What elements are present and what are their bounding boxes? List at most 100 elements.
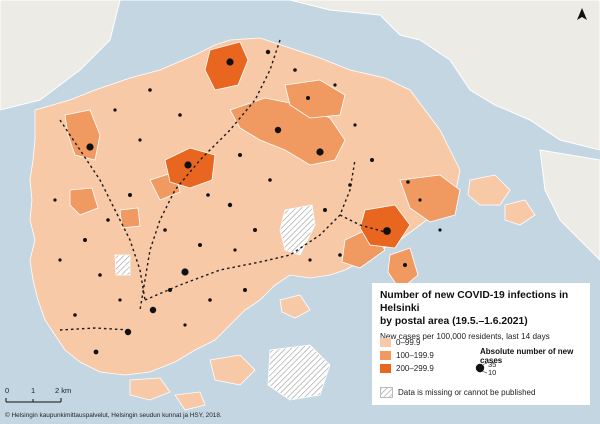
case-dot <box>163 228 167 232</box>
legend-swatch <box>380 351 391 360</box>
case-dot <box>403 263 407 267</box>
postal-area-100-199 <box>399 174 461 223</box>
case-dot <box>178 113 182 117</box>
case-dot <box>243 288 247 292</box>
case-dot <box>73 313 77 317</box>
case-dot <box>83 238 87 242</box>
case-dot <box>93 349 99 355</box>
case-dot <box>128 193 132 197</box>
postal-area-200-299 <box>204 41 249 91</box>
north-arrow-icon <box>577 8 587 20</box>
rail-line <box>339 214 386 233</box>
case-dot <box>418 198 422 202</box>
case-dot <box>118 298 122 302</box>
case-dot <box>353 123 357 127</box>
rail-line <box>139 39 281 311</box>
data-missing-area <box>279 204 316 256</box>
island <box>174 391 206 411</box>
case-dot <box>316 148 324 156</box>
case-dot <box>106 218 110 222</box>
legend-swatch <box>380 338 391 347</box>
postal-area-200-299 <box>359 204 411 249</box>
island <box>129 377 171 401</box>
legend-class-label: 100–199.9 <box>396 351 434 360</box>
legend-hatch-swatch <box>380 387 393 398</box>
case-dot <box>168 288 172 292</box>
map-legend: Number of new COVID-19 infections in Hel… <box>372 283 590 405</box>
legend-title-line1: Number of new COVID-19 infections in Hel… <box>380 290 569 314</box>
postal-area-100-199 <box>284 79 346 119</box>
case-dot <box>233 248 237 252</box>
data-missing-area <box>114 254 131 276</box>
case-dot <box>226 58 234 66</box>
legend-proportional-symbol <box>475 362 488 374</box>
legend-class-label: 200–299.9 <box>396 364 434 373</box>
legend-absolute-35: 35 <box>488 360 497 369</box>
case-dot <box>183 323 187 327</box>
case-dot <box>113 108 117 112</box>
scale-bar: 0 1 2 km <box>5 386 85 408</box>
case-dot <box>86 143 94 151</box>
island <box>279 294 311 319</box>
postal-area-100-199 <box>69 187 99 216</box>
postal-area-100-199 <box>387 247 419 291</box>
scale-bar-line <box>5 398 62 403</box>
island <box>209 354 256 386</box>
outside-land-east <box>539 149 600 261</box>
case-dot <box>406 180 410 184</box>
case-dot <box>306 96 310 100</box>
map-credit: © Helsingin kaupunkimittauspalvelut, Hel… <box>5 412 222 419</box>
helsinki-land <box>29 37 461 376</box>
case-dot <box>383 227 391 235</box>
legend-class-2: 200–299.9 <box>380 364 434 373</box>
case-dot <box>293 68 297 72</box>
case-dot <box>274 126 282 134</box>
legend-swatch <box>380 364 391 373</box>
case-dot <box>338 253 342 257</box>
case-dot <box>124 328 132 336</box>
case-dot <box>184 161 192 169</box>
case-dot <box>206 193 210 197</box>
case-dot <box>208 298 212 302</box>
case-dot <box>181 268 189 276</box>
case-dot <box>308 258 312 262</box>
legend-absolute-10: 10 <box>488 368 497 377</box>
island <box>504 199 536 226</box>
case-dot <box>58 258 62 262</box>
case-dot <box>253 228 257 232</box>
case-dot <box>268 178 272 182</box>
scale-label-1: 1 <box>31 386 36 395</box>
case-dot <box>438 228 442 232</box>
data-missing-area <box>267 344 331 401</box>
legend-missing-label: Data is missing or cannot be published <box>398 388 536 397</box>
case-dot <box>198 243 202 247</box>
case-dot <box>149 306 157 314</box>
outside-land <box>0 0 600 151</box>
legend-class-label: 0–99.9 <box>396 338 421 347</box>
case-dot <box>333 83 337 87</box>
case-dot <box>148 88 152 92</box>
case-dots <box>53 49 442 355</box>
case-dot <box>238 153 242 157</box>
legend-missing: Data is missing or cannot be published <box>380 387 535 398</box>
island <box>467 174 511 206</box>
rail-line <box>59 119 146 301</box>
scale-label-2: 2 km <box>55 386 72 395</box>
outside-land-west <box>0 0 121 111</box>
legend-absolute-title: Absolute number of new cases <box>480 347 574 365</box>
case-dot <box>370 158 374 162</box>
case-dot <box>348 183 352 187</box>
legend-class-1: 100–199.9 <box>380 351 434 360</box>
postal-area-100-199 <box>119 207 141 229</box>
legend-class-0: 0–99.9 <box>380 338 420 347</box>
case-dot <box>265 49 271 55</box>
legend-title-line2: by postal area (19.5.–1.6.2021) <box>380 316 528 327</box>
case-dot <box>323 208 327 212</box>
case-dot <box>53 198 57 202</box>
case-dot <box>227 202 233 208</box>
case-dot <box>138 138 142 142</box>
rail-line <box>59 327 131 331</box>
case-dot <box>98 273 102 277</box>
legend-subtitle: New cases per 100,000 residents, last 14… <box>380 332 550 341</box>
